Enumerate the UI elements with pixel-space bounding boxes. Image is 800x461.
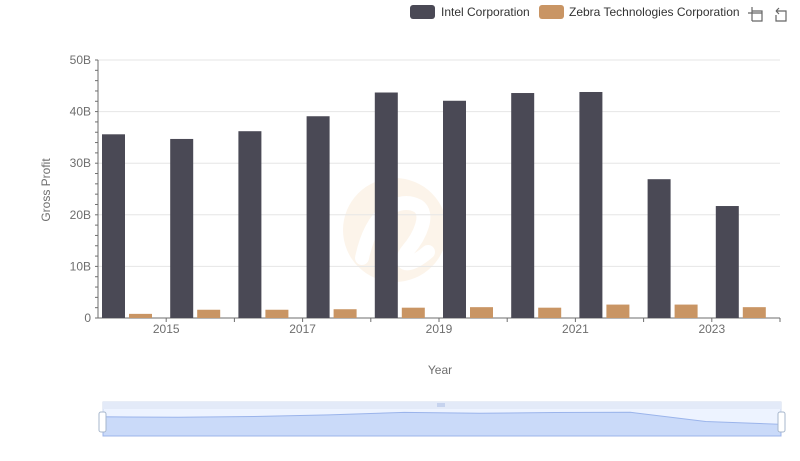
bar-zebra-2019[interactable] [470,307,493,318]
bar-intel-2022[interactable] [647,179,671,318]
range-handle-icon[interactable] [437,403,445,407]
zoom-select-icon[interactable] [748,7,763,22]
x-tick-label: 2023 [698,322,725,336]
bar-intel-2023[interactable] [715,206,739,318]
bar-intel-2021[interactable] [579,91,603,318]
legend-label-intel: Intel Corporation [441,5,530,19]
bar-zebra-2021[interactable] [606,304,630,318]
bar-intel-2016[interactable] [238,131,262,318]
bar-zebra-2023[interactable] [742,307,766,318]
x-tick-label: 2021 [562,322,589,336]
legend-item-zebra[interactable]: Zebra Technologies Corporation [539,5,740,19]
data-zoom-handle-left[interactable] [98,411,107,433]
bar-zebra-2018[interactable] [401,307,425,318]
bar-zebra-2014[interactable] [129,313,152,318]
zoom-reset-icon[interactable] [775,7,787,22]
bar-zebra-2015[interactable] [197,309,221,318]
bar-intel-2017[interactable] [306,116,330,318]
x-tick-label: 2017 [289,322,316,336]
bar-zebra-2017[interactable] [333,309,357,318]
y-tick-label: 0 [84,311,91,325]
x-axis: 2015 2017 2019 2021 2023 [98,317,781,336]
bar-zebra-2016[interactable] [265,309,289,318]
data-zoom-handle-right[interactable] [777,411,786,433]
bar-intel-2015[interactable] [170,138,194,318]
bar-intel-2018[interactable] [374,92,398,319]
y-tick-label: 50B [70,53,91,67]
legend-swatch-zebra [539,5,564,19]
legend[interactable]: Intel Corporation Zebra Technologies Cor… [410,5,740,19]
x-tick-label: 2015 [153,322,180,336]
bar-intel-2014[interactable] [102,134,125,318]
legend-item-intel[interactable]: Intel Corporation [410,5,530,19]
y-axis: 0 10B 20B 30B 40B 50B [70,53,99,325]
y-axis-title: Gross Profit [39,158,53,222]
bar-intel-2020[interactable] [511,93,535,318]
bar-zebra-2022[interactable] [674,304,698,318]
y-tick-label: 30B [70,156,91,170]
bars[interactable] [102,91,766,319]
legend-swatch-intel [410,5,435,19]
legend-label-zebra: Zebra Technologies Corporation [569,5,740,19]
x-tick-label: 2019 [426,322,453,336]
y-tick-label: 20B [70,208,91,222]
y-tick-label: 10B [70,259,91,273]
bar-zebra-2020[interactable] [538,307,562,318]
data-zoom-slider[interactable] [98,401,786,437]
x-axis-title: Year [428,363,452,377]
y-tick-label: 40B [70,105,91,119]
bar-intel-2019[interactable] [443,100,466,318]
